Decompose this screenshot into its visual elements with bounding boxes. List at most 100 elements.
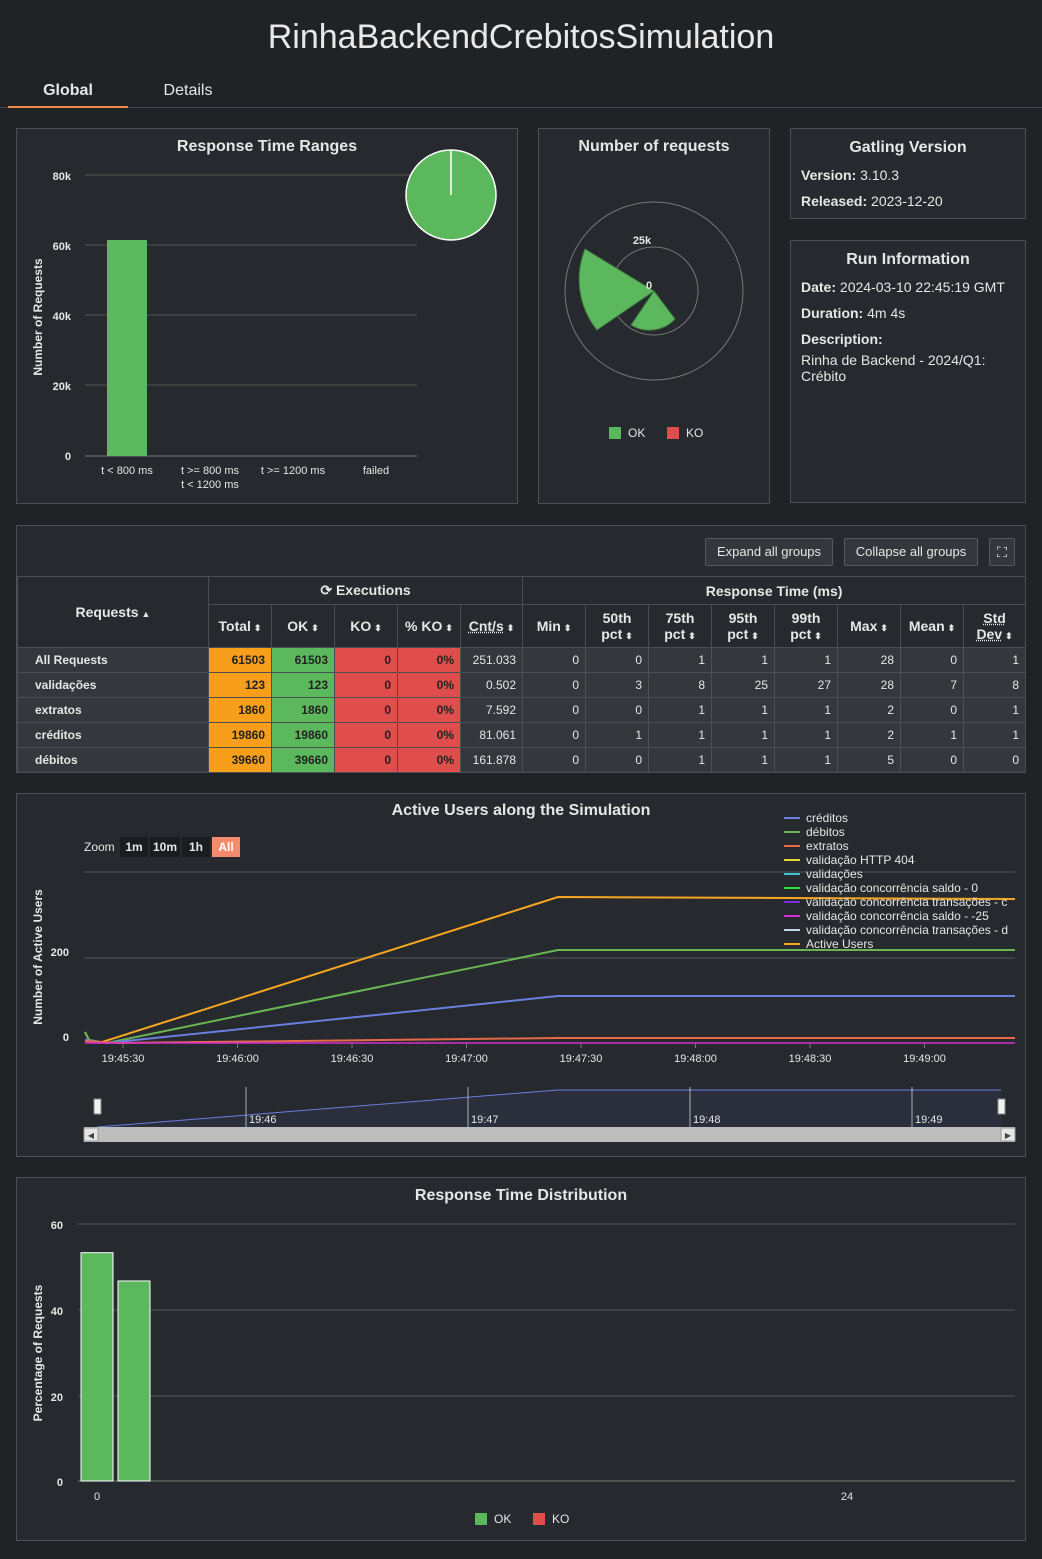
- table-cell: 1: [648, 747, 713, 773]
- table-cell: 0: [334, 672, 398, 698]
- polar-slice-ok[interactable]: [578, 248, 655, 331]
- col-max[interactable]: Max ⬍: [837, 604, 902, 648]
- bar-lt-800[interactable]: [107, 239, 147, 456]
- distribution-bar[interactable]: [117, 1280, 151, 1482]
- legend-item[interactable]: validações: [784, 867, 1024, 881]
- col-99th[interactable]: 99th pct ⬍: [774, 604, 839, 648]
- y-tick: 20k: [53, 381, 72, 393]
- active-users-title: Active Users along the Simulation: [391, 802, 651, 819]
- col-ko[interactable]: KO ⬍: [334, 604, 398, 648]
- table-cell: 81.061: [459, 722, 524, 748]
- table-cell: 1: [774, 647, 839, 673]
- table-row[interactable]: débitos 39660 39660 0 0% 161.878 0 0 1 1 1 5 0 0: [17, 747, 1027, 773]
- y-axis-label: Number of Requests: [31, 258, 45, 376]
- table-cell: 3: [585, 672, 650, 698]
- duration-row: Duration: 4m 4s: [801, 305, 906, 321]
- col-pct-ko[interactable]: % KO ⬍: [397, 604, 461, 648]
- distribution-panel: Response Time Distribution 60 40 20 0 Pe…: [16, 1177, 1026, 1541]
- legend-ok[interactable]: OK: [475, 1512, 511, 1526]
- legend-item[interactable]: Active Users: [784, 937, 1024, 951]
- navigator-handle-left[interactable]: [93, 1098, 102, 1115]
- legend-item[interactable]: créditos: [784, 811, 1024, 825]
- requests-header[interactable]: Requests ▲: [17, 576, 209, 648]
- col-std-dev[interactable]: Std Dev ⬍: [963, 604, 1027, 648]
- legend-item[interactable]: validação concorrência saldo - -25: [784, 909, 1024, 923]
- legend-item[interactable]: validação HTTP 404: [784, 853, 1024, 867]
- zoom-label: Zoom: [84, 840, 115, 854]
- y-tick: 0: [65, 451, 71, 463]
- col-min[interactable]: Min ⬍: [522, 604, 587, 648]
- legend-item[interactable]: débitos: [784, 825, 1024, 839]
- navigator-area[interactable]: [84, 1087, 1001, 1127]
- table-cell: 0: [585, 647, 650, 673]
- series-extratos[interactable]: [84, 1037, 1015, 1045]
- distribution-bar[interactable]: [80, 1252, 114, 1482]
- y-axis-label: Number of Active Users: [31, 889, 45, 1025]
- polar-grid-outer: [564, 201, 744, 381]
- col-ok[interactable]: OK ⬍: [271, 604, 335, 648]
- x-tick: 24: [841, 1491, 853, 1503]
- table-cell: 0: [522, 697, 587, 723]
- y-tick: 40k: [53, 311, 72, 323]
- legend-swatch: [784, 831, 800, 833]
- nav-tick: 19:48: [693, 1114, 721, 1126]
- distribution-title: Response Time Distribution: [414, 1187, 628, 1204]
- legend-ko[interactable]: KO: [667, 426, 703, 440]
- y-tick: 40: [51, 1306, 63, 1318]
- scroll-right-button[interactable]: [1000, 1127, 1016, 1142]
- legend-item[interactable]: validação concorrência transações - d: [784, 923, 1024, 937]
- polar-slice-ok-2[interactable]: [630, 290, 676, 331]
- response-time-ranges-chart: 80k 60k 40k 20k 0 Number of Requests t <…: [31, 149, 497, 491]
- zoom-1h-button[interactable]: 1h: [182, 837, 210, 857]
- table-cell: 39660: [208, 747, 272, 773]
- x-tick: 19:48:00: [674, 1053, 717, 1065]
- x-tick: t >= 800 ms: [181, 465, 240, 477]
- run-information-panel: Run Information Date: 2024-03-10 22:45:1…: [790, 240, 1026, 503]
- tab-global[interactable]: Global: [8, 82, 128, 108]
- fullscreen-icon[interactable]: ⛶: [989, 538, 1015, 566]
- table-cell: 1860: [271, 697, 335, 723]
- col-95th[interactable]: 95th pct ⬍: [711, 604, 776, 648]
- col-50th[interactable]: 50th pct ⬍: [585, 604, 650, 648]
- zoom-10m-button[interactable]: 10m: [150, 837, 180, 857]
- table-cell: 7: [900, 672, 965, 698]
- legend-swatch: [784, 929, 800, 931]
- x-tick: 19:45:30: [102, 1053, 145, 1065]
- table-cell: 1: [648, 647, 713, 673]
- request-name: débitos: [17, 747, 209, 773]
- navigator-handle-right[interactable]: [997, 1098, 1006, 1115]
- x-tick: 0: [94, 1491, 100, 1503]
- collapse-all-groups-button[interactable]: Collapse all groups: [844, 538, 978, 566]
- zoom-all-button[interactable]: All: [212, 837, 240, 857]
- legend-item[interactable]: validação concorrência saldo - 0: [784, 881, 1024, 895]
- legend-swatch: [784, 845, 800, 847]
- scroll-left-button[interactable]: [83, 1127, 99, 1142]
- x-tick: 19:46:00: [216, 1053, 259, 1065]
- col-total[interactable]: Total ⬍: [208, 604, 272, 648]
- legend-ok[interactable]: OK: [609, 426, 645, 440]
- table-row[interactable]: extratos 1860 1860 0 0% 7.592 0 0 1 1 1 2 0 1: [17, 697, 1027, 723]
- response-time-ranges-panel: Response Time Ranges 80k 60k 40k 20k 0 N…: [16, 128, 518, 504]
- description-line: Rinha de Backend - 2024/Q1:: [801, 352, 986, 368]
- table-row[interactable]: créditos 19860 19860 0 0% 81.061 0 1 1 1 1 2 1 1: [17, 722, 1027, 748]
- expand-all-groups-button[interactable]: Expand all groups: [705, 538, 833, 566]
- table-cell: 0%: [397, 672, 461, 698]
- col-75th[interactable]: 75th pct ⬍: [648, 604, 713, 648]
- table-cell: 2: [837, 697, 902, 723]
- zoom-1m-button[interactable]: 1m: [120, 837, 148, 857]
- table-row[interactable]: validações 123 123 0 0% 0.502 0 3 8 25 27 28 7 8: [17, 672, 1027, 698]
- tab-details[interactable]: Details: [163, 82, 213, 99]
- col-mean[interactable]: Mean ⬍: [900, 604, 965, 648]
- statistics-table: Requests ▲ ⟳ Executions Response Time (ms…: [17, 576, 1027, 773]
- table-cell: 251.033: [459, 647, 524, 673]
- arrow-left-icon: ◀: [88, 1131, 95, 1140]
- legend-ko[interactable]: KO: [533, 1512, 569, 1526]
- legend-item[interactable]: extratos: [784, 839, 1024, 853]
- legend-swatch: [784, 887, 800, 889]
- table-cell: 0: [334, 697, 398, 723]
- table-row[interactable]: All Requests 61503 61503 0 0% 251.033 0 0 1 1 1 28 0…: [17, 647, 1027, 673]
- table-cell: 1: [963, 697, 1027, 723]
- scrollbar-track[interactable]: [84, 1127, 1015, 1142]
- col-cnt-s[interactable]: Cnt/s ⬍: [459, 604, 524, 648]
- legend-item[interactable]: validação concorrência transações - c: [784, 895, 1024, 909]
